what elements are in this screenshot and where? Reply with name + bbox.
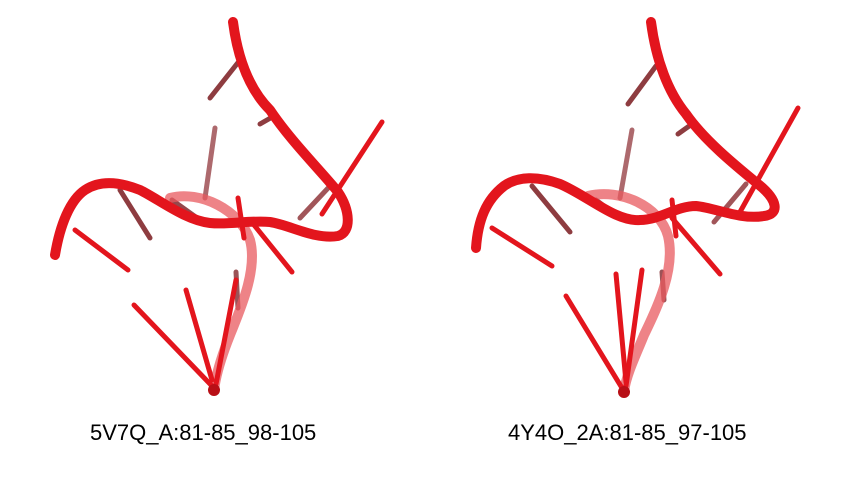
structure-panel-right: 4Y4O_2A:81-85_97-105 (420, 0, 850, 480)
rna-bases-back (120, 60, 330, 308)
rna-bases-front (492, 108, 798, 388)
structure-label: 4Y4O_2A:81-85_97-105 (508, 420, 747, 446)
rna-cartoon-right (420, 0, 850, 420)
rna-backbone-main (55, 22, 348, 255)
rna-terminal-node (618, 386, 630, 398)
rna-cartoon-left (0, 0, 430, 420)
rna-terminal-node (208, 384, 220, 396)
rna-backbone-main (476, 22, 775, 248)
structure-panel-left: 5V7Q_A:81-85_98-105 (0, 0, 430, 480)
structure-label: 5V7Q_A:81-85_98-105 (90, 420, 316, 446)
